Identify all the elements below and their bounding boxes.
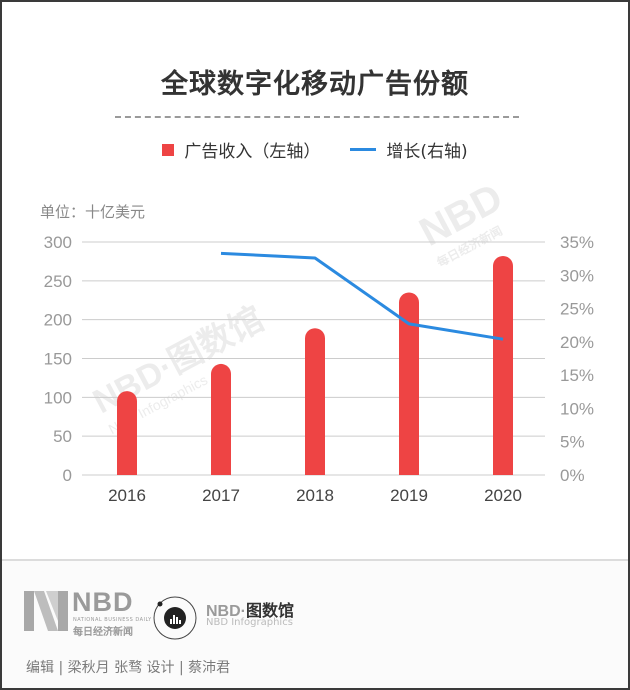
legend-item-growth: 增长(右轴) [350,137,468,162]
infographics-logo-text: NBD·图数馆 [206,597,294,621]
nbd-logo-text: NBD [72,587,134,617]
y-axis-right-tick: 35% [560,233,594,252]
credits: 编辑 | 梁秋月 张骛 设计 | 蔡沛君 [26,660,231,676]
y-axis-left-tick: 50 [53,427,72,446]
title-divider [115,116,519,118]
y-axis-right-tick: 15% [560,366,594,385]
footer: NBD NATIONAL BUSINESS DAILY 每日经济新闻 NBD·图… [2,559,628,688]
y-axis-left-tick: 100 [44,388,72,407]
growth-line [220,251,504,341]
bar-2016 [117,391,137,475]
legend-label-revenue: 广告收入（左轴） [184,142,321,162]
bar-2017 [211,363,231,475]
legend-label-growth: 增长(右轴) [386,142,468,162]
chart-title: 全球数字化移动广告份额 [161,69,469,100]
infographics-logo-icon [153,596,197,640]
chart-legend: 广告收入（左轴） 增长(右轴) [2,137,628,162]
nbd-logo-sub-en: NATIONAL BUSINESS DAILY [73,617,152,623]
line-swatch-icon [350,148,377,151]
y-axis-right-tick: 30% [560,266,594,285]
y-axis-left-tick: 150 [44,350,72,369]
bar-2020 [493,255,513,475]
nbd-logo-icon [24,591,68,631]
combo-chart: 0 50 100 150 200 250 300 0% 5% 10% 15% 20% 25% 30% 35%… [44,233,594,505]
x-axis-tick: 2018 [296,486,334,505]
x-axis-tick: 2016 [108,486,146,505]
bar-2018 [305,328,325,475]
y-axis-right-tick: 5% [560,433,585,452]
infographics-logo-cn: 图数馆 [246,603,295,620]
y-axis-right-tick: 10% [560,399,594,418]
y-axis-left-tick: 200 [44,311,72,330]
y-axis-right-tick: 20% [560,333,594,352]
infographics-logo-en: NBD· [206,603,246,620]
x-axis-tick: 2020 [484,486,522,505]
unit-label: 单位：十亿美元 [40,203,146,221]
y-axis-right-tick: 0% [560,466,585,485]
legend-item-revenue: 广告收入（左轴） [162,137,320,162]
y-axis-left-tick: 300 [44,233,72,252]
infographics-logo-sub: NBD Infographics [206,617,293,628]
x-axis-tick: 2017 [202,486,240,505]
bar-2019 [399,292,419,475]
x-axis-tick: 2019 [390,486,428,505]
y-axis-left-tick: 0 [63,466,72,485]
y-axis-right-tick: 25% [560,300,594,319]
y-axis-left-tick: 250 [44,272,72,291]
nbd-logo-sub-cn: 每日经济新闻 [73,627,133,638]
bar-swatch-icon [162,143,175,156]
